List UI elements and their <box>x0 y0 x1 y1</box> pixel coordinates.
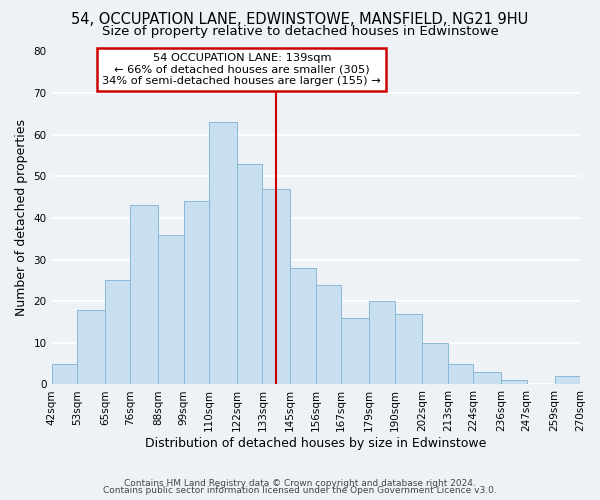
Y-axis label: Number of detached properties: Number of detached properties <box>15 120 28 316</box>
Bar <box>52 364 77 384</box>
Bar <box>105 280 130 384</box>
Bar <box>554 376 580 384</box>
Bar <box>501 380 527 384</box>
Bar <box>158 234 184 384</box>
Bar <box>395 314 422 384</box>
Bar <box>130 206 158 384</box>
Text: 54 OCCUPATION LANE: 139sqm
← 66% of detached houses are smaller (305)
34% of sem: 54 OCCUPATION LANE: 139sqm ← 66% of deta… <box>103 53 381 86</box>
Bar <box>237 164 262 384</box>
Text: Contains HM Land Registry data © Crown copyright and database right 2024.: Contains HM Land Registry data © Crown c… <box>124 478 476 488</box>
Text: Contains public sector information licensed under the Open Government Licence v3: Contains public sector information licen… <box>103 486 497 495</box>
Bar <box>209 122 237 384</box>
Bar <box>448 364 473 384</box>
Bar <box>422 343 448 384</box>
Text: Size of property relative to detached houses in Edwinstowe: Size of property relative to detached ho… <box>101 25 499 38</box>
Bar <box>341 318 369 384</box>
Bar <box>290 268 316 384</box>
X-axis label: Distribution of detached houses by size in Edwinstowe: Distribution of detached houses by size … <box>145 437 487 450</box>
Text: 54, OCCUPATION LANE, EDWINSTOWE, MANSFIELD, NG21 9HU: 54, OCCUPATION LANE, EDWINSTOWE, MANSFIE… <box>71 12 529 28</box>
Bar <box>77 310 105 384</box>
Bar <box>316 284 341 384</box>
Bar <box>262 189 290 384</box>
Bar <box>369 301 395 384</box>
Bar <box>473 372 501 384</box>
Bar <box>184 202 209 384</box>
